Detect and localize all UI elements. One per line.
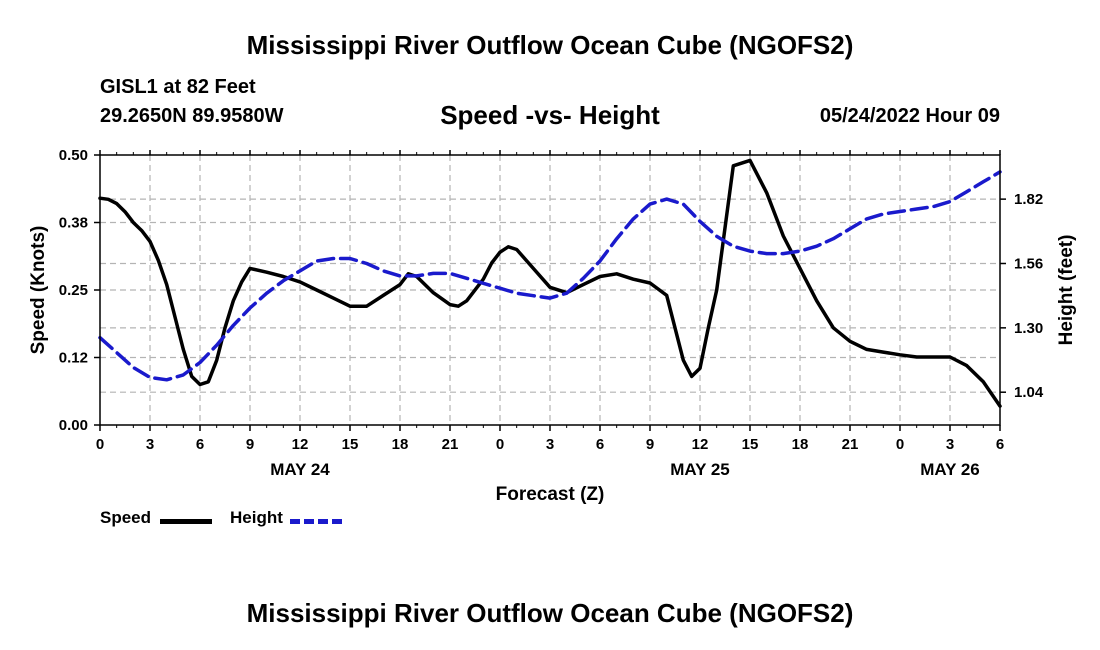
date-label: MAY 26 bbox=[920, 460, 980, 479]
y-tick-label: 0.38 bbox=[59, 215, 88, 232]
y-tick-label: 0.12 bbox=[59, 350, 88, 367]
x-tick-label: 0 bbox=[896, 436, 904, 453]
x-tick-label: 6 bbox=[596, 436, 604, 453]
x-tick-label: 15 bbox=[742, 436, 759, 453]
y2-axis-title: Height (feet) bbox=[1056, 235, 1077, 346]
x-tick-label: 9 bbox=[246, 436, 254, 453]
x-tick-label: 3 bbox=[146, 436, 154, 453]
x-tick-label: 12 bbox=[692, 436, 709, 453]
chart-title: Mississippi River Outflow Ocean Cube (NG… bbox=[246, 30, 854, 60]
y2-tick-label: 1.56 bbox=[1014, 255, 1043, 272]
legend-height-swatch bbox=[290, 519, 342, 524]
date-label: MAY 24 bbox=[270, 460, 330, 479]
legend-height: Height bbox=[230, 508, 342, 528]
x-tick-label: 0 bbox=[96, 436, 104, 453]
y2-tick-label: 1.04 bbox=[1014, 384, 1044, 401]
x-tick-label: 6 bbox=[196, 436, 204, 453]
legend-speed: Speed bbox=[100, 508, 212, 528]
x-tick-label: 3 bbox=[546, 436, 554, 453]
y-tick-label: 0.50 bbox=[59, 147, 88, 164]
x-tick-label: 21 bbox=[442, 436, 459, 453]
y-tick-label: 0.25 bbox=[59, 282, 88, 299]
x-tick-label: 12 bbox=[292, 436, 309, 453]
x-tick-label: 18 bbox=[392, 436, 409, 453]
x-tick-label: 0 bbox=[496, 436, 504, 453]
forecast-datetime: 05/24/2022 Hour 09 bbox=[819, 105, 1000, 127]
y-tick-label: 0.00 bbox=[59, 417, 88, 434]
series-line-height bbox=[98, 170, 1002, 382]
x-tick-label: 15 bbox=[342, 436, 359, 453]
legend-speed-swatch bbox=[160, 519, 212, 524]
station-coordinates: 29.2650N 89.9580W bbox=[100, 105, 284, 127]
x-tick-label: 9 bbox=[646, 436, 654, 453]
x-tick-label: 3 bbox=[946, 436, 954, 453]
x-tick-label: 6 bbox=[996, 436, 1004, 453]
x-axis-title: Forecast (Z) bbox=[496, 484, 605, 505]
plot-frame bbox=[99, 154, 1001, 426]
date-label: MAY 25 bbox=[670, 460, 730, 479]
next-chart-title: Mississippi River Outflow Ocean Cube (NG… bbox=[246, 598, 854, 628]
y-axis-title: Speed (Knots) bbox=[28, 226, 49, 355]
series-line-speed bbox=[98, 158, 1002, 408]
legend-height-label: Height bbox=[230, 508, 283, 527]
legend-speed-label: Speed bbox=[100, 508, 152, 527]
chart-subtitle: Speed -vs- Height bbox=[440, 100, 660, 130]
y2-tick-label: 1.82 bbox=[1014, 191, 1043, 208]
station-label: GISL1 at 82 Feet bbox=[100, 76, 256, 98]
y2-tick-label: 1.30 bbox=[1014, 320, 1043, 337]
x-tick-label: 21 bbox=[842, 436, 859, 453]
x-tick-label: 18 bbox=[792, 436, 809, 453]
